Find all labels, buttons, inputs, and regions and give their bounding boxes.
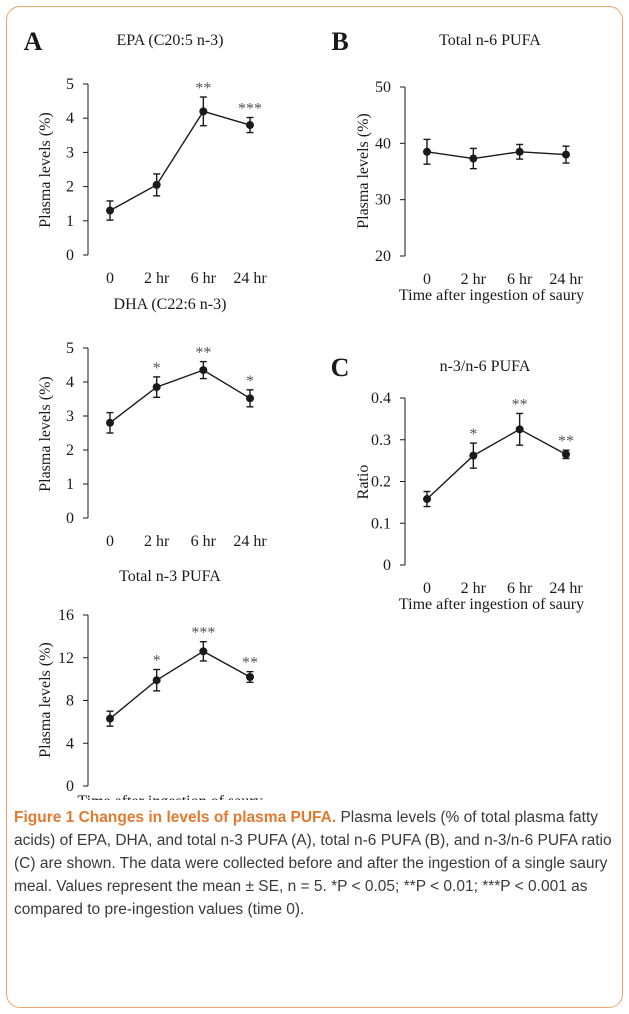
y-axis-label: Plasma levels (%) <box>37 376 54 492</box>
y-tick-label: 2 <box>66 179 74 196</box>
x-tick-label: 6 hr <box>191 533 217 550</box>
y-tick-label: 4 <box>66 735 74 752</box>
data-point <box>562 150 570 159</box>
x-tick-label: 2 hr <box>461 580 487 597</box>
data-point <box>152 383 161 392</box>
panel-letter-c: C <box>331 353 350 382</box>
x-tick-label: 2 hr <box>144 270 170 287</box>
chart-title: Total n-3 PUFA <box>119 568 221 585</box>
data-point <box>106 714 114 723</box>
y-tick-label: 0 <box>66 247 74 264</box>
chart-title: DHA (C22:6 n-3) <box>114 296 227 313</box>
data-point <box>152 180 161 189</box>
x-tick-label: 24 hr <box>549 271 583 288</box>
caption-title: Figure 1 Changes in levels of plasma PUF… <box>14 809 337 826</box>
series-line <box>109 650 251 720</box>
y-tick-label: 0.1 <box>371 515 391 532</box>
data-point <box>515 425 524 434</box>
y-axis-label: Plasma levels (%) <box>37 642 54 758</box>
y-tick-label: 3 <box>66 408 74 425</box>
y-tick-label: 20 <box>375 248 391 265</box>
y-tick-label: 0.4 <box>371 390 391 407</box>
y-axis-label: Plasma levels (%) <box>355 113 372 229</box>
significance-label: ** <box>558 433 574 450</box>
data-point <box>246 672 254 681</box>
y-tick-label: 30 <box>375 192 391 209</box>
y-tick-label: 0 <box>383 557 391 574</box>
y-tick-label: 1 <box>66 476 74 493</box>
data-point <box>423 495 431 504</box>
chart-title: EPA (C20:5 n-3) <box>117 32 224 49</box>
y-tick-label: 3 <box>66 144 74 161</box>
data-point <box>246 121 254 130</box>
figure-frame <box>6 6 623 1008</box>
data-point <box>469 451 478 460</box>
y-tick-label: 16 <box>58 607 74 624</box>
y-axis-label: Plasma levels (%) <box>37 112 54 228</box>
x-tick-label: 0 <box>423 580 431 597</box>
significance-label: ** <box>242 655 258 672</box>
x-tick-label: 6 hr <box>507 580 533 597</box>
significance-label: * <box>469 426 477 443</box>
y-tick-label: 8 <box>66 693 74 710</box>
data-point <box>199 107 208 116</box>
data-point <box>246 394 254 403</box>
panel-letter-a: A <box>24 27 43 56</box>
series-line <box>426 428 567 500</box>
y-tick-label: 4 <box>66 110 74 127</box>
y-tick-label: 40 <box>375 135 391 152</box>
y-tick-label: 5 <box>66 76 74 93</box>
significance-label: *** <box>238 101 262 118</box>
x-tick-label: 0 <box>423 271 431 288</box>
y-tick-label: 0 <box>66 510 74 527</box>
data-point <box>106 418 114 427</box>
y-tick-label: 50 <box>375 79 391 96</box>
significance-label: * <box>153 653 161 670</box>
x-tick-label: 24 hr <box>233 533 267 550</box>
data-point <box>199 366 208 375</box>
significance-label: * <box>153 360 161 377</box>
chart-title: Total n-6 PUFA <box>439 32 541 49</box>
data-point <box>469 154 478 163</box>
series-line <box>426 151 567 160</box>
series-line <box>109 110 251 212</box>
x-axis-label: Time after ingestion of saury <box>77 793 262 800</box>
x-tick-label: 0 <box>106 270 114 287</box>
y-tick-label: 12 <box>58 650 74 667</box>
chart-title: n-3/n-6 PUFA <box>440 358 531 375</box>
y-tick-label: 0 <box>66 778 74 795</box>
x-tick-label: 6 hr <box>191 270 217 287</box>
panel-letter-b: B <box>331 27 348 56</box>
y-tick-label: 4 <box>66 374 74 391</box>
x-tick-label: 2 hr <box>144 533 170 550</box>
data-point <box>562 450 570 459</box>
y-axis-label: Ratio <box>355 465 372 500</box>
y-tick-label: 5 <box>66 340 74 357</box>
x-tick-label: 24 hr <box>233 270 267 287</box>
data-point <box>515 147 524 156</box>
x-tick-label: 0 <box>106 533 114 550</box>
data-point <box>199 647 208 656</box>
y-tick-label: 0.3 <box>371 432 391 449</box>
y-tick-label: 2 <box>66 442 74 459</box>
significance-label: *** <box>191 625 215 642</box>
x-tick-label: 24 hr <box>549 580 583 597</box>
x-axis-label: Time after ingestion of saury <box>399 596 584 613</box>
significance-label: ** <box>512 396 528 413</box>
significance-label: ** <box>195 345 211 362</box>
data-point <box>423 147 431 156</box>
x-tick-label: 2 hr <box>461 271 487 288</box>
caption-body: Plasma levels (% of total plasma fatty a… <box>14 809 612 918</box>
y-tick-label: 1 <box>66 213 74 230</box>
x-tick-label: 6 hr <box>507 271 533 288</box>
significance-label: * <box>246 373 254 390</box>
figure-caption: Figure 1 Changes in levels of plasma PUF… <box>14 806 614 921</box>
significance-label: ** <box>195 80 211 97</box>
series-line <box>109 369 251 424</box>
x-axis-label: Time after ingestion of saury <box>399 287 584 304</box>
data-point <box>106 206 114 215</box>
data-point <box>152 676 161 685</box>
y-tick-label: 0.2 <box>371 474 391 491</box>
